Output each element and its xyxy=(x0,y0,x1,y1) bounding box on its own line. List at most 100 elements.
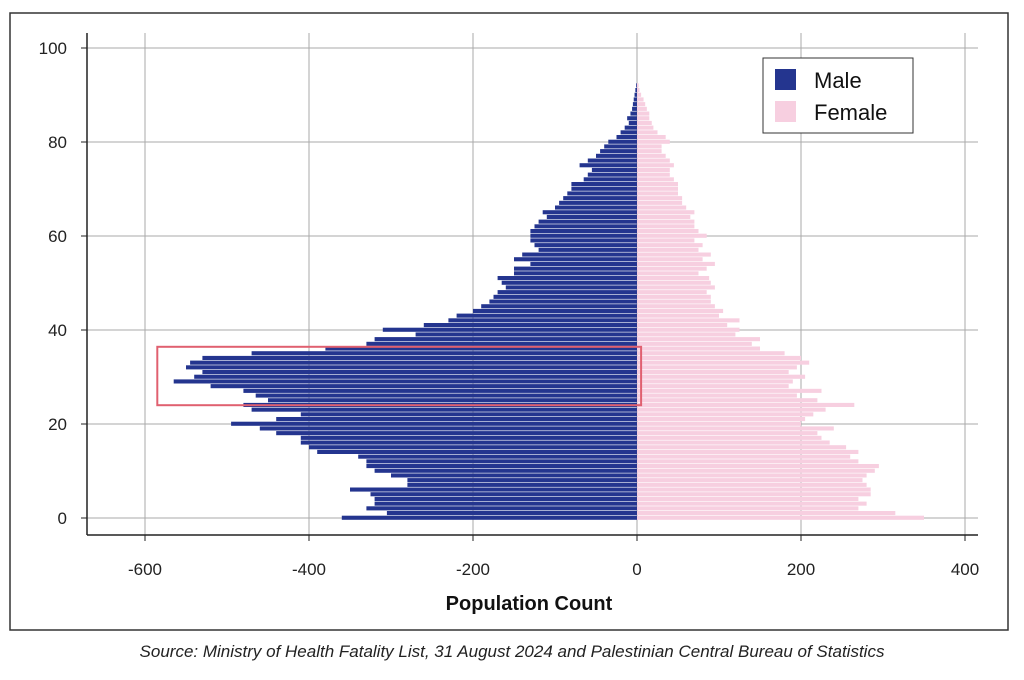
bar-male-age-15 xyxy=(309,445,637,450)
bar-male-age-6 xyxy=(350,487,637,492)
bar-male-age-47 xyxy=(493,294,637,299)
bar-male-age-46 xyxy=(489,299,637,304)
bar-female-age-16 xyxy=(637,440,830,445)
bar-male-age-73 xyxy=(587,172,637,177)
x-tick-label: 200 xyxy=(787,560,815,579)
bar-female-age-64 xyxy=(637,214,691,219)
bar-female-age-22 xyxy=(637,412,814,417)
bar-female-age-2 xyxy=(637,506,859,511)
bar-female-age-50 xyxy=(637,280,711,285)
bar-female-age-65 xyxy=(637,210,695,215)
bar-female-age-88 xyxy=(637,102,646,107)
bar-male-age-29 xyxy=(173,379,637,384)
bar-male-age-36 xyxy=(325,346,637,351)
bar-male-age-64 xyxy=(546,214,637,219)
bar-female-age-49 xyxy=(637,285,715,290)
bar-male-age-80 xyxy=(608,139,637,144)
bar-female-age-82 xyxy=(637,130,658,135)
bar-male-age-85 xyxy=(627,116,637,121)
bar-male-age-8 xyxy=(407,478,637,483)
bar-female-age-52 xyxy=(637,271,699,276)
bar-male-age-58 xyxy=(534,243,637,248)
bar-female-age-1 xyxy=(637,511,896,516)
bar-female-age-54 xyxy=(637,261,715,266)
bar-male-age-88 xyxy=(632,102,637,107)
bar-female-age-63 xyxy=(637,219,695,224)
axes: -600 -400 -200 0 200 400 0 20 40 60 80 100 xyxy=(39,33,979,579)
bar-male-age-68 xyxy=(563,196,637,201)
bar-male-age-30 xyxy=(194,374,637,379)
bar-male-age-75 xyxy=(579,163,637,168)
bar-male-age-59 xyxy=(530,238,637,243)
bar-female-age-53 xyxy=(637,266,707,271)
bar-male-age-5 xyxy=(370,492,637,497)
bar-female-age-71 xyxy=(637,182,678,187)
bar-female-age-45 xyxy=(637,304,715,309)
bar-male-age-10 xyxy=(374,468,637,473)
bar-male-age-11 xyxy=(366,464,637,469)
legend-label-female: Female xyxy=(814,100,887,125)
bar-male-age-51 xyxy=(497,276,637,281)
bar-female-age-77 xyxy=(637,153,666,158)
bar-female-age-76 xyxy=(637,158,670,163)
bar-female-age-24 xyxy=(637,402,855,407)
bar-male-age-61 xyxy=(530,229,637,234)
bar-male-age-86 xyxy=(630,111,637,116)
bar-male-age-69 xyxy=(567,191,637,196)
bar-male-age-2 xyxy=(366,506,637,511)
bar-female-age-32 xyxy=(637,365,797,370)
y-tick-label: 0 xyxy=(58,509,67,528)
bar-female-age-90 xyxy=(637,92,642,97)
bar-female-age-37 xyxy=(637,341,752,346)
bar-male-age-74 xyxy=(591,167,637,172)
bar-male-age-72 xyxy=(583,177,637,182)
bar-male-age-37 xyxy=(366,341,637,346)
bar-female-age-73 xyxy=(637,172,670,177)
bar-female-age-70 xyxy=(637,186,678,191)
bar-female-age-25 xyxy=(637,398,818,403)
bar-male-age-19 xyxy=(259,426,637,431)
bar-female-age-8 xyxy=(637,478,863,483)
bar-female-age-19 xyxy=(637,426,834,431)
bar-female-age-91 xyxy=(637,88,640,93)
bar-male-age-91 xyxy=(635,88,637,93)
bar-female-age-79 xyxy=(637,144,662,149)
bar-female-age-69 xyxy=(637,191,678,196)
bar-male-age-81 xyxy=(616,135,637,140)
bar-female-age-6 xyxy=(637,487,871,492)
x-tick-label: -600 xyxy=(128,560,162,579)
bar-female-age-39 xyxy=(637,332,736,337)
bar-female-age-28 xyxy=(637,384,789,389)
bar-female-age-11 xyxy=(637,464,879,469)
bar-female-age-75 xyxy=(637,163,674,168)
bar-male-age-31 xyxy=(202,370,637,375)
bar-female-age-38 xyxy=(637,337,760,342)
y-tick-label: 80 xyxy=(48,133,67,152)
bar-female-age-86 xyxy=(637,111,650,116)
bar-female-age-59 xyxy=(637,238,695,243)
bar-female-age-85 xyxy=(637,116,650,121)
legend-swatch-male xyxy=(775,69,796,90)
bar-female-age-18 xyxy=(637,431,818,436)
bar-female-age-68 xyxy=(637,196,683,201)
y-tick-label: 20 xyxy=(48,415,67,434)
bar-male-age-22 xyxy=(300,412,637,417)
bar-female-age-41 xyxy=(637,323,728,328)
bar-male-age-13 xyxy=(358,454,637,459)
bar-male-age-14 xyxy=(317,449,637,454)
bar-male-age-27 xyxy=(243,388,637,393)
bar-male-age-12 xyxy=(366,459,637,464)
bar-male-age-21 xyxy=(276,417,637,422)
bar-male-age-48 xyxy=(497,290,637,295)
bar-male-age-1 xyxy=(386,511,637,516)
bar-female-age-36 xyxy=(637,346,760,351)
bar-male-age-43 xyxy=(456,313,637,318)
bar-male-age-63 xyxy=(538,219,637,224)
bar-female-age-66 xyxy=(637,205,687,210)
bar-female-age-12 xyxy=(637,459,859,464)
bar-female-age-34 xyxy=(637,355,801,360)
bar-male-age-79 xyxy=(604,144,637,149)
bar-female-age-21 xyxy=(637,417,806,422)
bar-male-age-65 xyxy=(542,210,637,215)
